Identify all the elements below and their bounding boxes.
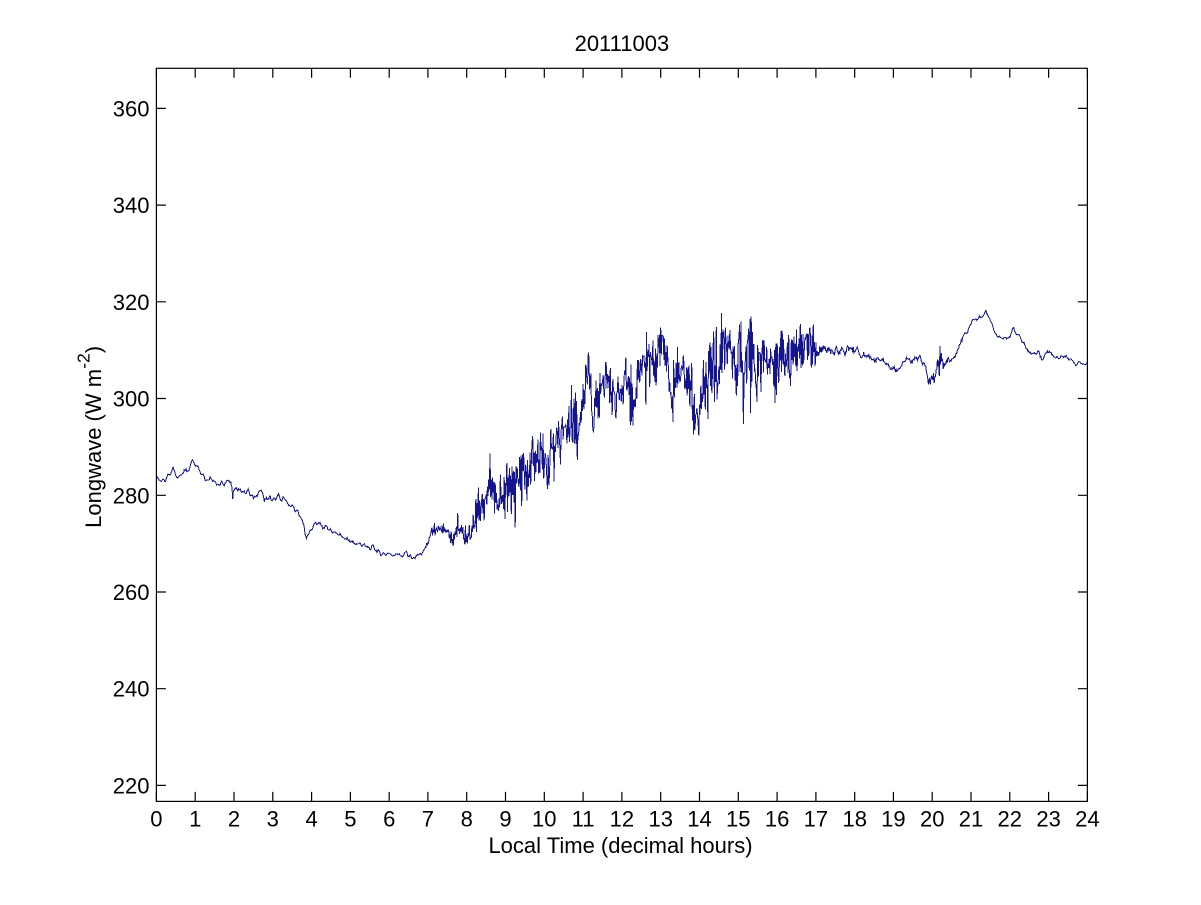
svg-text:11: 11 [572, 807, 595, 832]
svg-text:3: 3 [267, 807, 279, 832]
svg-text:13: 13 [648, 807, 672, 832]
svg-text:360: 360 [113, 96, 150, 121]
svg-text:22: 22 [998, 807, 1022, 832]
svg-text:220: 220 [113, 773, 150, 798]
svg-text:4: 4 [305, 807, 317, 832]
svg-text:7: 7 [422, 807, 434, 832]
svg-text:320: 320 [113, 290, 150, 315]
svg-text:260: 260 [113, 580, 150, 605]
svg-text:2: 2 [228, 807, 240, 832]
svg-text:6: 6 [383, 807, 395, 832]
svg-text:Local Time (decimal hours): Local Time (decimal hours) [488, 833, 752, 858]
svg-text:20: 20 [920, 807, 944, 832]
svg-text:16: 16 [765, 807, 789, 832]
svg-text:8: 8 [461, 807, 473, 832]
svg-text:14: 14 [687, 807, 711, 832]
svg-text:1: 1 [189, 807, 201, 832]
svg-text:300: 300 [113, 387, 150, 412]
svg-text:0: 0 [150, 807, 162, 832]
svg-text:18: 18 [842, 807, 866, 832]
svg-text:10: 10 [532, 807, 556, 832]
svg-text:240: 240 [113, 677, 150, 702]
svg-text:21: 21 [959, 807, 983, 832]
svg-text:9: 9 [499, 807, 511, 832]
svg-text:15: 15 [726, 807, 750, 832]
svg-text:20111003: 20111003 [575, 31, 670, 56]
svg-text:24: 24 [1075, 807, 1099, 832]
svg-text:340: 340 [113, 193, 150, 218]
svg-text:5: 5 [344, 807, 356, 832]
svg-text:23: 23 [1036, 807, 1060, 832]
svg-text:280: 280 [113, 483, 150, 508]
svg-text:19: 19 [881, 807, 905, 832]
svg-text:12: 12 [610, 807, 634, 832]
svg-text:17: 17 [804, 807, 828, 832]
